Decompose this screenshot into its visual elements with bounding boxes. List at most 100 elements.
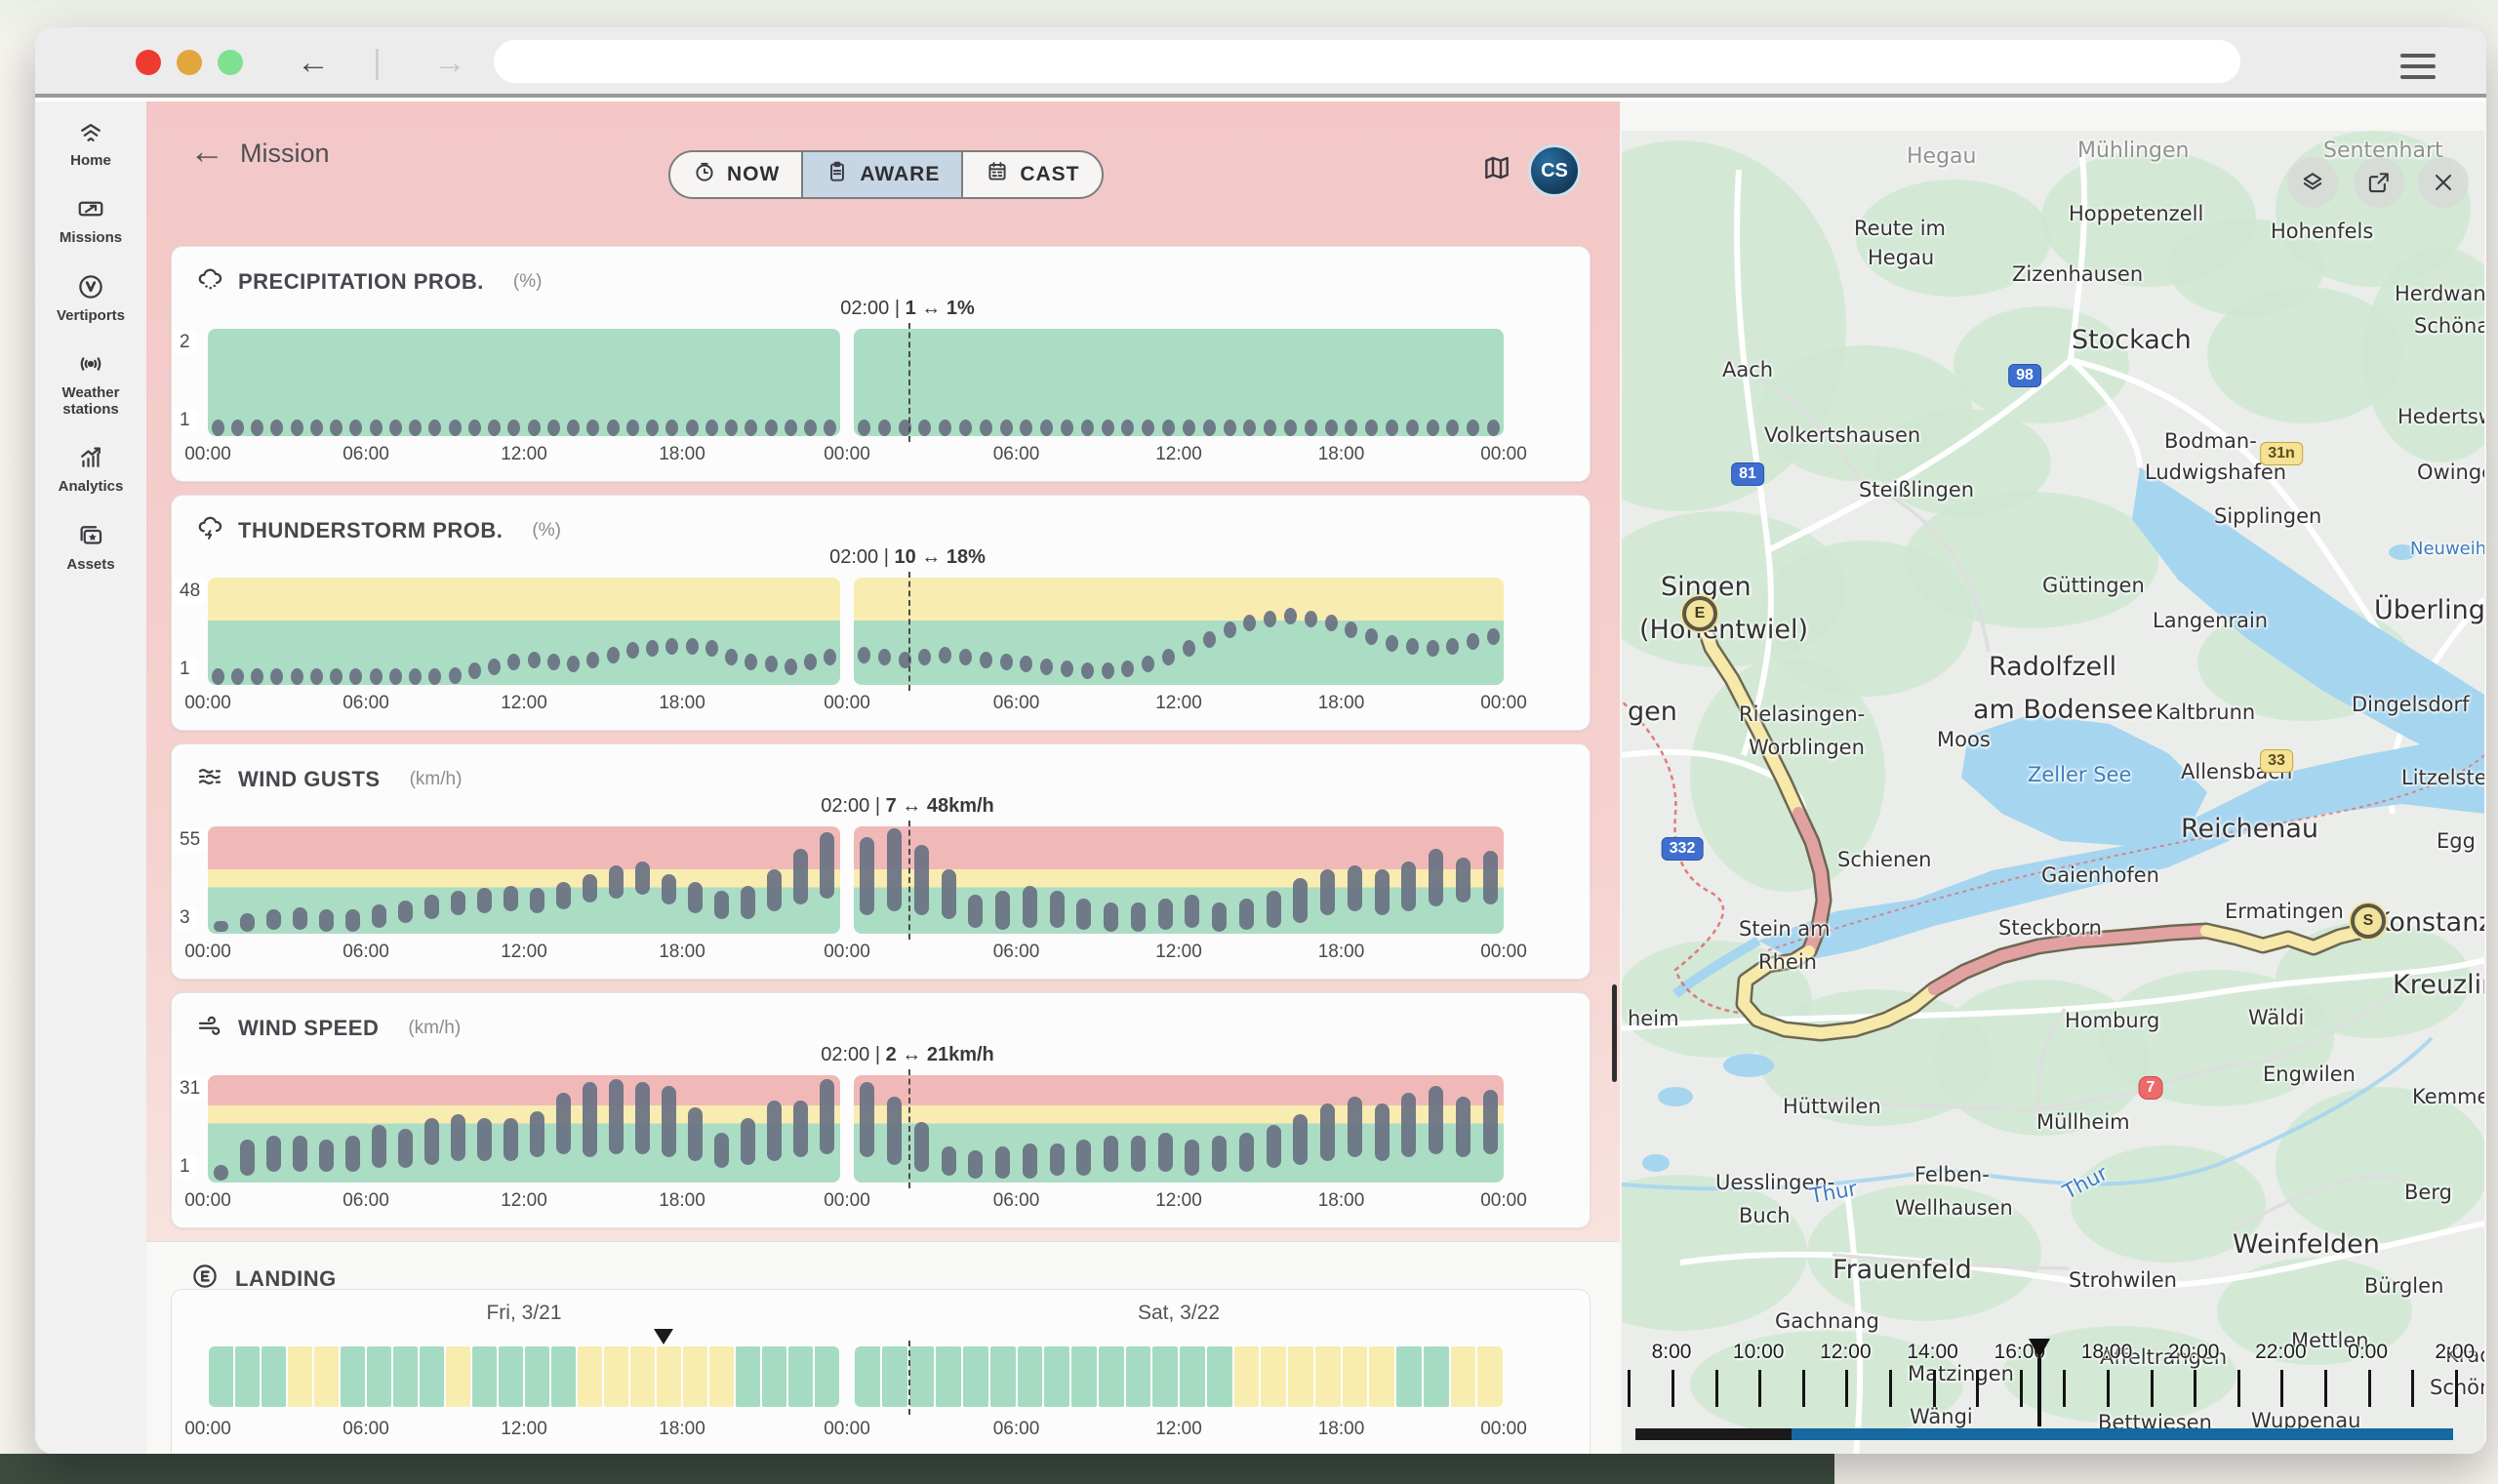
data-range-bar (451, 1114, 465, 1161)
x-axis-label: 12:00 (501, 1190, 547, 1211)
data-range-bar (451, 890, 465, 915)
y-axis-max-label: 2 (173, 331, 197, 354)
data-point (309, 419, 323, 436)
data-range-bar (345, 908, 360, 932)
maximize-window-button[interactable] (218, 50, 243, 75)
data-point (330, 419, 343, 436)
y-axis-max-label: 55 (173, 828, 208, 852)
timeline-current-marker[interactable] (2029, 1339, 2050, 1426)
browser-forward-icon[interactable]: → (433, 44, 466, 81)
landing-blocks (208, 1346, 1504, 1407)
map-panel: Hegau Mühlingen Sentenhart Reute im Hegau Hop… (1620, 101, 2486, 1454)
route-marker-s[interactable]: S (2351, 903, 2386, 939)
data-point (369, 667, 383, 685)
sidebar-item-weather-stations[interactable]: Weather stations (35, 334, 146, 428)
map-open-button[interactable] (2354, 157, 2404, 208)
map-label: Gachnang (1775, 1309, 1879, 1333)
data-range-bar (968, 894, 984, 928)
data-range-bar (995, 890, 1011, 930)
map-label: Volkertshausen (1764, 423, 1921, 447)
url-bar[interactable] (494, 40, 2240, 83)
data-point (230, 419, 244, 436)
timeline-progress[interactable] (1635, 1428, 1793, 1440)
data-point (1467, 419, 1480, 436)
timeline-label: 0:00 (2348, 1341, 2389, 1363)
x-axis-label: 00:00 (1480, 1419, 1527, 1439)
map-label: Litzelstetten (2401, 766, 2484, 789)
x-axis-label: 06:00 (342, 942, 389, 962)
data-point (877, 649, 891, 666)
data-point (251, 419, 264, 436)
browser-menu-icon[interactable] (2400, 47, 2436, 79)
data-range-bar (1185, 1140, 1200, 1176)
map-label: Felben- (1914, 1163, 1990, 1186)
x-axis-label: 06:00 (342, 693, 389, 713)
road-badge: 81 (1731, 462, 1764, 486)
data-point (230, 667, 244, 685)
map-label: Neuweiher (2410, 539, 2484, 559)
data-point (1405, 419, 1419, 436)
data-point (1446, 419, 1460, 436)
data-point (428, 667, 442, 685)
data-point (1061, 661, 1074, 678)
data-point (1020, 419, 1033, 436)
data-range-bar (583, 1082, 597, 1158)
x-axis-label: 18:00 (659, 444, 705, 464)
timeline-progress[interactable] (1792, 1428, 2454, 1440)
route-marker-e[interactable]: E (1682, 596, 1717, 631)
map-label: Worblingen (1749, 736, 1865, 759)
data-point (488, 419, 502, 436)
map-icon[interactable] (1481, 152, 1512, 188)
sidebar-item-assets[interactable]: Assets (35, 505, 146, 582)
data-point (1223, 419, 1236, 436)
data-range-bar (319, 908, 334, 932)
map-label: Dingelsdorf (2352, 693, 2470, 716)
mode-cast-button[interactable]: CAST (963, 152, 1101, 197)
map-label: am Bodensee (1973, 695, 2154, 725)
charts-scrollbar[interactable] (1612, 984, 1617, 1082)
map-close-button[interactable] (2418, 157, 2469, 208)
close-window-button[interactable] (136, 50, 161, 75)
map-layers-button[interactable] (2287, 157, 2338, 208)
data-range-bar (1293, 1114, 1309, 1165)
sidebar-item-label: Missions (59, 229, 123, 247)
day2-panel (854, 826, 1504, 934)
calendar-icon (985, 159, 1010, 190)
day2-panel (854, 329, 1504, 436)
browser-back-icon[interactable]: ← (297, 44, 330, 81)
map-label: Bodman- (2164, 429, 2257, 453)
data-range-bar (767, 1100, 782, 1161)
landing-hour-block (472, 1346, 497, 1407)
timeline-tick (2324, 1370, 2327, 1407)
sidebar-item-vertiports[interactable]: Vertiports (35, 257, 146, 334)
map-label: Wellhausen (1895, 1196, 2013, 1220)
data-range-bar (820, 1078, 834, 1154)
minimize-window-button[interactable] (177, 50, 202, 75)
data-range-bar (1130, 902, 1146, 932)
data-point (388, 419, 402, 436)
sidebar-item-analytics[interactable]: Analytics (35, 427, 146, 504)
mode-now-button[interactable]: NOW (670, 152, 804, 197)
landing-hour-block (908, 1346, 935, 1407)
data-point (999, 419, 1013, 436)
map-base (1622, 131, 2484, 1454)
data-point (1182, 640, 1195, 658)
mode-aware-button[interactable]: AWARE (803, 152, 964, 197)
map-label: Wängi (1910, 1405, 1973, 1428)
timeline-tick (2150, 1370, 2154, 1407)
data-point (1264, 610, 1277, 627)
y-axis-min-label: 1 (173, 409, 197, 432)
sidebar-item-missions[interactable]: Missions (35, 179, 146, 256)
mission-ticket-icon (39, 194, 142, 223)
avatar[interactable]: CS (1528, 144, 1581, 197)
assets-icon (39, 521, 142, 550)
data-point (586, 419, 600, 436)
map[interactable]: Hegau Mühlingen Sentenhart Reute im Hegau Hop… (1622, 131, 2484, 1454)
back-arrow-icon[interactable]: ← (189, 131, 224, 171)
data-point (409, 419, 423, 436)
landing-hour-block (1314, 1346, 1341, 1407)
timeline-tick (2367, 1370, 2371, 1407)
sidebar-item-home[interactable]: Home (35, 101, 146, 179)
map-label: Hohenfels (2271, 220, 2374, 243)
data-range-bar (714, 1132, 729, 1169)
